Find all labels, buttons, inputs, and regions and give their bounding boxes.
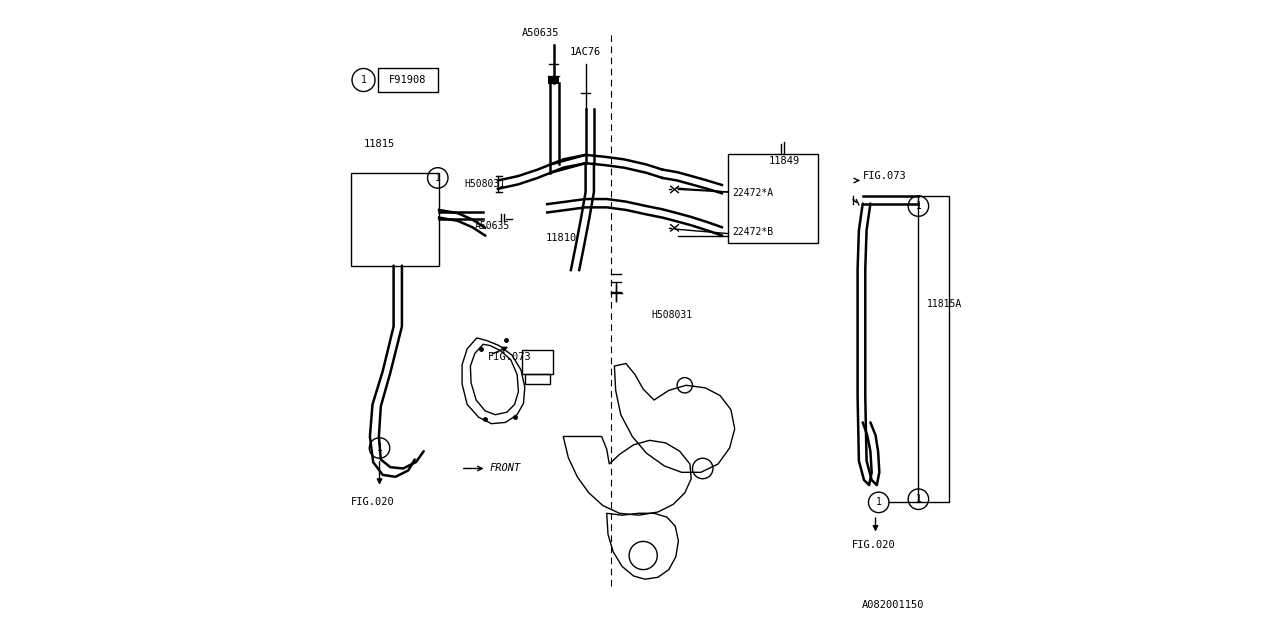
Text: FRONT: FRONT — [490, 463, 521, 474]
Bar — [728, 154, 818, 243]
Bar — [919, 196, 950, 502]
Text: 1: 1 — [361, 75, 366, 85]
Bar — [525, 374, 550, 384]
Text: FIG.073: FIG.073 — [863, 171, 906, 181]
Text: A082001150: A082001150 — [863, 600, 924, 610]
Bar — [548, 76, 559, 84]
Text: 1: 1 — [376, 443, 383, 453]
Text: 1: 1 — [435, 173, 440, 183]
Text: 11815: 11815 — [364, 139, 394, 149]
Text: F91908: F91908 — [389, 75, 426, 85]
Text: 1AC76: 1AC76 — [570, 47, 602, 58]
Text: A50635: A50635 — [475, 221, 511, 231]
Bar — [351, 173, 439, 266]
Text: H508031: H508031 — [652, 310, 692, 320]
Bar — [522, 350, 553, 374]
Text: 22472*A: 22472*A — [732, 188, 774, 198]
Text: 1: 1 — [915, 201, 922, 211]
Text: 1: 1 — [915, 494, 922, 504]
Bar — [378, 68, 438, 92]
Text: A50635: A50635 — [522, 28, 559, 38]
Text: H508031: H508031 — [465, 179, 506, 189]
Text: FIG.073: FIG.073 — [488, 352, 531, 362]
Text: FIG.020: FIG.020 — [851, 540, 896, 550]
Text: 11815A: 11815A — [927, 299, 963, 309]
Text: 22472*B: 22472*B — [732, 227, 774, 237]
Text: 1: 1 — [876, 497, 882, 508]
Text: 11849: 11849 — [768, 156, 800, 166]
Text: 11810: 11810 — [545, 233, 577, 243]
Text: FIG.020: FIG.020 — [351, 497, 394, 508]
